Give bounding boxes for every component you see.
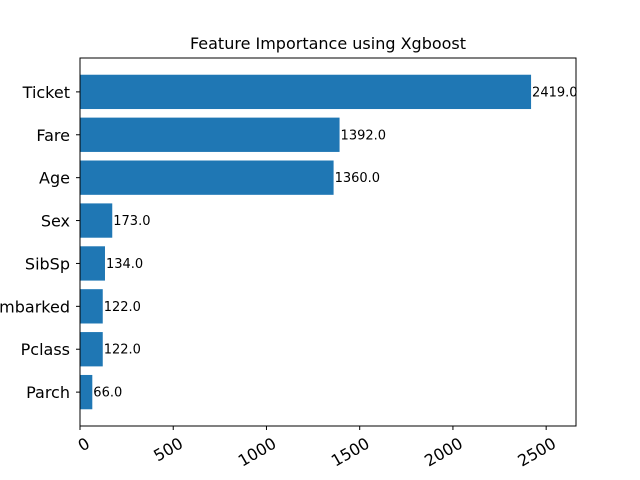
x-tick-label: 500 xyxy=(150,434,186,466)
x-axis: 0 500 1000 1500 2000 2500 xyxy=(75,426,559,470)
bar-ticket xyxy=(80,74,532,110)
bar-pclass xyxy=(80,332,103,367)
data-label-sex: 173.0 xyxy=(113,214,150,229)
data-label-pclass: 122.0 xyxy=(104,343,141,358)
bar-fare xyxy=(80,117,340,152)
data-label-embarked: 122.0 xyxy=(104,300,141,315)
y-tick-label-sibsp: SibSp xyxy=(25,254,70,273)
x-tick-label: 2000 xyxy=(421,434,466,471)
plot-area: 2419.0 1392.0 1360.0 173.0 134.0 122.0 122.0 66… xyxy=(80,74,578,410)
data-label-age: 1360.0 xyxy=(335,171,381,186)
y-tick-label-parch: Parch xyxy=(26,383,70,402)
y-tick-label-sex: Sex xyxy=(41,212,70,231)
bar-age xyxy=(80,160,334,195)
bar-sibsp xyxy=(80,246,105,281)
x-tick-label: 1000 xyxy=(235,434,280,471)
bar-sex xyxy=(80,203,113,238)
bar-embarked xyxy=(80,289,103,324)
data-label-fare: 1392.0 xyxy=(341,128,387,143)
bar-parch xyxy=(80,374,93,410)
chart-title: Feature Importance using Xgboost xyxy=(190,34,466,53)
y-axis: Ticket Fare Age Sex SibSp Embarked Pclass Parch xyxy=(0,83,80,402)
data-label-ticket: 2419.0 xyxy=(532,85,578,100)
y-tick-label-ticket: Ticket xyxy=(22,83,70,102)
x-tick-label: 2500 xyxy=(514,434,559,471)
axes-frame xyxy=(79,57,577,427)
data-label-parch: 66.0 xyxy=(93,386,122,401)
x-tick-label: 1500 xyxy=(328,434,373,471)
y-tick-label-fare: Fare xyxy=(36,126,70,145)
y-tick-label-pclass: Pclass xyxy=(21,340,70,359)
y-tick-label-age: Age xyxy=(39,169,70,188)
data-label-sibsp: 134.0 xyxy=(106,257,143,272)
x-tick-label: 0 xyxy=(75,434,93,456)
y-tick-label-embarked: Embarked xyxy=(0,297,70,316)
